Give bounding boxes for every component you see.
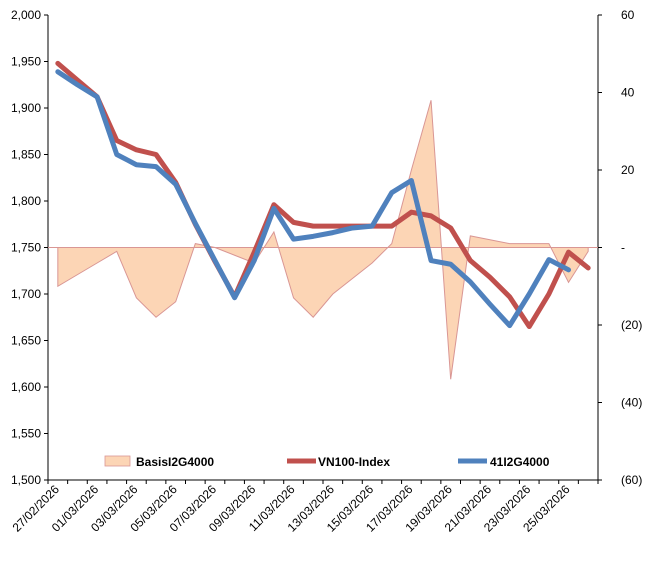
right-tick-label: 20 <box>621 163 635 177</box>
x-axis-ticks: 27/02/202601/03/202603/03/202605/03/2026… <box>10 480 599 535</box>
legend-label-vn100: VN100-Index <box>318 455 390 469</box>
right-tick-label: 40 <box>621 86 635 100</box>
left-tick-label: 2,000 <box>11 8 41 22</box>
left-axis-ticks: 1,500 1,550 1,600 1,650 1,700 1,750 1,800 1,850… <box>11 8 48 487</box>
right-tick-label: - <box>621 241 625 255</box>
right-tick-label: (40) <box>621 396 642 410</box>
left-tick-label: 1,900 <box>11 101 41 115</box>
left-tick-label: 1,700 <box>11 287 41 301</box>
basis-area <box>57 100 589 380</box>
left-tick-label: 1,850 <box>11 148 41 162</box>
right-tick-label: 60 <box>621 8 635 22</box>
line-series-group <box>55 60 591 330</box>
41i2g4000-line <box>55 69 572 329</box>
left-tick-label: 1,950 <box>11 55 41 69</box>
legend-swatch-basis <box>104 455 131 467</box>
legend-label-basis: BasisI2G4000 <box>136 455 214 469</box>
right-tick-label: (20) <box>621 318 642 332</box>
legend: BasisI2G4000 VN100-Index 41I2G4000 <box>104 455 550 469</box>
left-tick-label: 1,650 <box>11 334 41 348</box>
left-tick-label: 1,500 <box>11 473 41 487</box>
right-tick-label: (60) <box>621 473 642 487</box>
left-tick-label: 1,550 <box>11 427 41 441</box>
legend-label-41i2g4000: 41I2G4000 <box>490 455 550 469</box>
left-tick-label: 1,750 <box>11 241 41 255</box>
basis-area-series <box>48 100 598 380</box>
vn100-index-line <box>55 60 591 330</box>
right-axis-ticks: (60) (40) (20) - 20 40 60 <box>598 8 642 487</box>
left-tick-label: 1,800 <box>11 194 41 208</box>
left-tick-label: 1,600 <box>11 380 41 394</box>
